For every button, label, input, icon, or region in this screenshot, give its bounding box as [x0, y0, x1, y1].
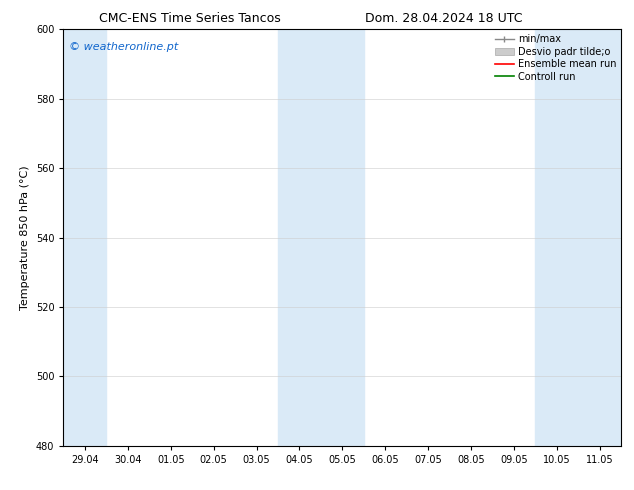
Text: Dom. 28.04.2024 18 UTC: Dom. 28.04.2024 18 UTC — [365, 12, 522, 25]
Legend: min/max, Desvio padr tilde;o, Ensemble mean run, Controll run: min/max, Desvio padr tilde;o, Ensemble m… — [492, 31, 619, 84]
Y-axis label: Temperature 850 hPa (°C): Temperature 850 hPa (°C) — [20, 165, 30, 310]
Bar — [278, 29, 364, 446]
Bar — [536, 29, 621, 446]
Bar — [63, 29, 107, 446]
Text: CMC-ENS Time Series Tancos: CMC-ENS Time Series Tancos — [100, 12, 281, 25]
Text: © weatheronline.pt: © weatheronline.pt — [69, 42, 178, 52]
